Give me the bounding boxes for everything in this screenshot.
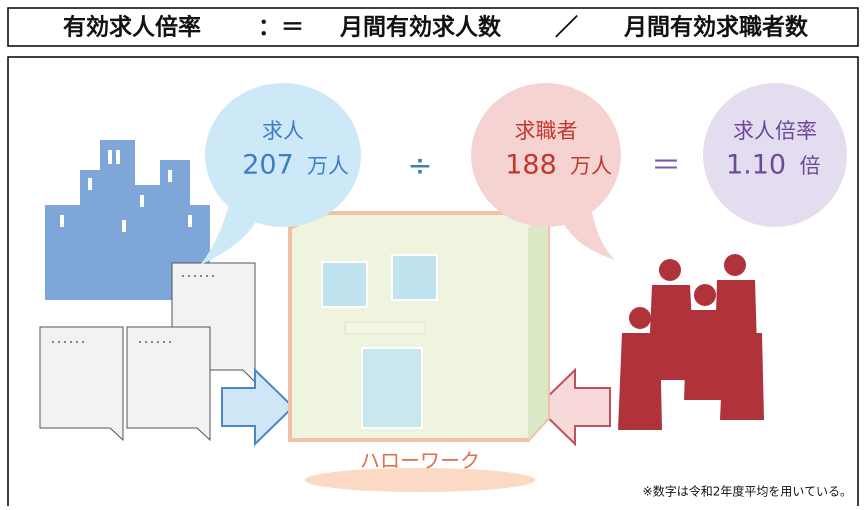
bubble-label: 求人倍率 [733, 119, 817, 143]
svg-text:･･････: ･･････ [50, 336, 86, 350]
building [288, 211, 550, 442]
building-shadow [305, 468, 535, 492]
paper-dots: ･･････ ･･････ ･･････ [50, 270, 216, 350]
bubble-text: 求人 207 万人 [242, 119, 349, 181]
header-text: 有効求人倍率 [63, 14, 201, 41]
bubble-label: 求職者 [515, 119, 578, 143]
header-text: 月間有効求人数 [339, 14, 502, 41]
frame [7, 56, 859, 506]
arrow-in [221, 367, 295, 447]
bubble-text: 求職者 188 万人 [505, 119, 612, 181]
header: 有効求人倍率 ：＝ 月間有効求人数 ／ 月間有効求職者数 [63, 14, 809, 41]
job-seekers [618, 254, 764, 430]
bubble-number: 1.10 [726, 150, 786, 181]
header-box [7, 7, 859, 47]
papers [39, 262, 256, 442]
bubble-unit: 倍 [800, 154, 821, 178]
header-text: ／ [555, 14, 578, 41]
header-text: ：＝ [258, 15, 304, 41]
bubble-text: 求人倍率 1.10 倍 [726, 119, 821, 181]
bubble [205, 83, 361, 227]
bubble-label: 求人 [262, 119, 304, 143]
bubble-number: 207 [242, 150, 294, 181]
bubble [703, 83, 847, 227]
svg-text:･･････: ･･････ [180, 270, 216, 284]
svg-text:･･････: ･･････ [137, 336, 173, 350]
bubble-unit: 万人 [570, 154, 612, 178]
bubble-unit: 万人 [307, 154, 349, 178]
operator: ÷ [407, 149, 432, 184]
bubble [471, 83, 621, 227]
city-buildings [45, 140, 210, 300]
arrow-in [535, 367, 611, 447]
bubble-number: 188 [505, 150, 557, 181]
building-label: ハローワーク [360, 449, 480, 473]
footnote: ※数字は令和2年度平均を用いている。 [643, 484, 852, 499]
operator: ＝ [651, 149, 681, 184]
city-windows [60, 150, 192, 232]
header-text: 月間有効求職者数 [623, 14, 809, 41]
